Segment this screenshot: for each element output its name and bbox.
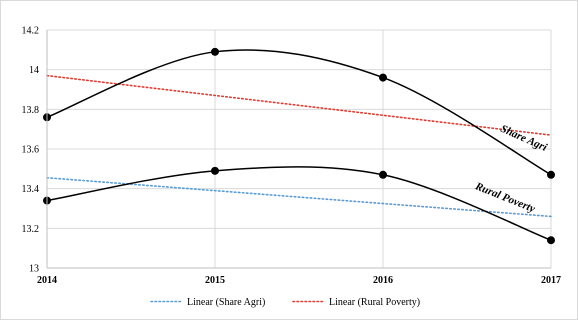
trendlines [46, 74, 552, 218]
series-annotation: Share Agri [499, 123, 550, 154]
legend: Linear (Share Agri) Linear (Rural Poverty… [150, 297, 420, 308]
y-tick-label: 13 [29, 264, 39, 275]
data-point [211, 166, 219, 175]
x-tick-label: 2016 [373, 275, 393, 286]
data-point [547, 170, 555, 179]
y-tick-label: 13.8 [22, 105, 40, 116]
x-tick-label: 2015 [205, 275, 225, 286]
data-point [547, 236, 555, 245]
series-line [46, 49, 552, 176]
data-point [379, 73, 387, 82]
y-tick-label: 13.4 [22, 184, 40, 195]
y-tick-label: 14.2 [22, 26, 40, 37]
trendline [46, 176, 552, 218]
x-tick-label: 2017 [541, 275, 561, 286]
legend-label: Linear (Share Agri) [187, 297, 265, 308]
grid [47, 29, 552, 268]
y-tick-label: 14 [29, 65, 39, 76]
series [43, 47, 555, 245]
y-tick-label: 13.2 [22, 224, 40, 235]
data-point [379, 170, 387, 179]
x-tick-label: 2014 [37, 275, 57, 286]
data-point [211, 47, 219, 56]
trendline [46, 74, 552, 136]
series-line [46, 166, 552, 241]
y-tick-label: 13.6 [22, 145, 40, 156]
axes: 13 13.2 13.4 13.6 13.8 14 14.2 2014 2015 2016 2017 [22, 26, 562, 287]
legend-label: Linear (Rural Poverty) [329, 297, 420, 308]
